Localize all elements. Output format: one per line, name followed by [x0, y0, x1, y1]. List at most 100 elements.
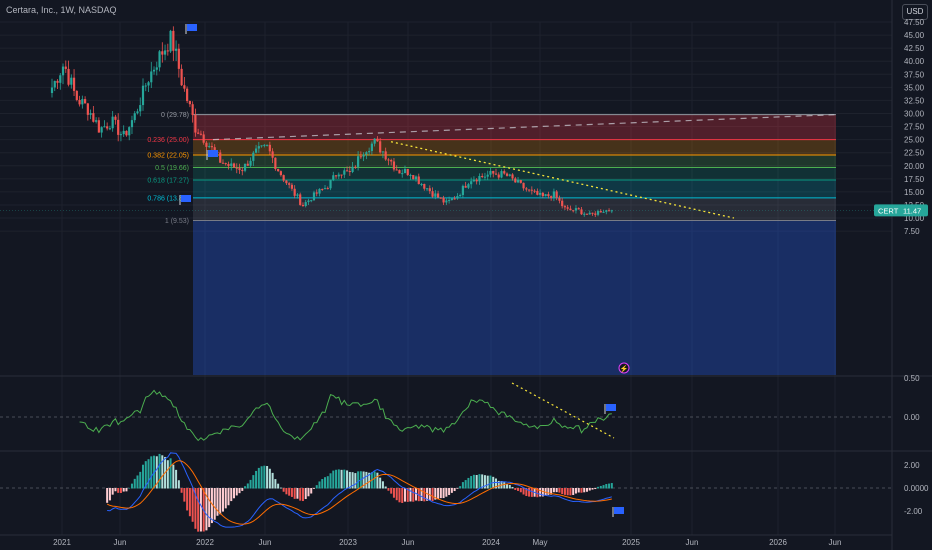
projection-dashed-line — [212, 114, 837, 141]
lightning-icon: ⚡ — [620, 364, 629, 373]
candle-body — [392, 161, 396, 170]
price-axis-tick: 35.00 — [904, 83, 925, 92]
macd-histogram-bar — [373, 471, 376, 489]
candle-body — [318, 188, 321, 194]
flag-marker — [614, 507, 624, 514]
candle-body — [312, 192, 316, 201]
macd-histogram-bar — [594, 488, 597, 490]
candle-body — [108, 128, 112, 130]
price-axis-tick: 47.50 — [904, 18, 925, 27]
macd-histogram-bar — [235, 488, 238, 496]
candle-body — [420, 183, 423, 185]
candle-body — [345, 170, 349, 172]
candle-body — [221, 162, 225, 164]
osc-trend-line — [511, 382, 615, 439]
macd-line — [107, 452, 612, 528]
macd-histogram-bar — [136, 475, 139, 489]
candle-body — [483, 176, 487, 178]
candle-body — [227, 163, 230, 166]
macd-histogram-bar — [472, 474, 475, 489]
candle-body — [494, 173, 498, 175]
candle-body — [257, 146, 260, 149]
macd-histogram-bar — [475, 475, 478, 489]
macd-histogram-bar — [395, 488, 398, 501]
macd-histogram-bar — [541, 488, 544, 497]
macd-histogram-bar — [266, 466, 269, 489]
macd-histogram-bar — [106, 488, 109, 503]
macd-histogram-bar — [150, 456, 153, 489]
candle-body — [78, 99, 81, 105]
candle-body — [133, 113, 136, 121]
time-axis-label: 2026 — [769, 538, 787, 547]
macd-histogram-bar — [467, 477, 470, 489]
macd-histogram-bar — [216, 488, 219, 516]
macd-histogram-bar — [448, 488, 451, 496]
downtrend-line — [390, 141, 735, 219]
candle-body — [558, 197, 561, 201]
macd-histogram-bar — [188, 488, 191, 517]
macd-histogram-bar — [415, 488, 418, 501]
candle-body — [161, 51, 164, 55]
macd-histogram-bar — [155, 456, 158, 489]
fib-band — [193, 180, 836, 198]
candle-body — [552, 191, 555, 198]
candle-body — [431, 191, 434, 197]
macd-histogram-bar — [610, 483, 613, 489]
candle-body — [379, 141, 382, 153]
candle-body — [241, 170, 244, 172]
macd-histogram-bar — [158, 453, 161, 489]
macd-histogram-bar — [348, 471, 351, 489]
candle-body — [169, 30, 172, 52]
macd-histogram-bar — [139, 471, 142, 489]
macd-histogram-bar — [470, 476, 473, 489]
candle-body — [97, 120, 100, 133]
macd-histogram-bar — [503, 482, 506, 489]
macd-histogram-bar — [249, 479, 252, 489]
macd-histogram-bar — [219, 488, 222, 515]
macd-histogram-bar — [409, 488, 412, 502]
macd-histogram-bar — [461, 482, 464, 489]
candle-body — [199, 133, 203, 135]
macd-histogram-bar — [346, 470, 349, 489]
candle-body — [197, 132, 200, 134]
fib-band — [193, 155, 836, 168]
price-axis-tick: 22.50 — [904, 149, 925, 158]
candle-body — [541, 192, 544, 197]
candle-body — [522, 182, 525, 189]
time-axis-label: Jun — [686, 538, 699, 547]
candle-body — [329, 179, 332, 189]
candle-body — [508, 174, 511, 176]
candle-body — [481, 176, 484, 178]
candle-body — [340, 174, 343, 176]
macd-histogram-bar — [569, 488, 572, 496]
macd-histogram-bar — [456, 488, 459, 489]
macd-histogram-bar — [517, 488, 520, 491]
candle-body — [599, 211, 602, 213]
macd-histogram-bar — [547, 488, 550, 495]
macd-histogram-bar — [119, 488, 122, 494]
candle-body — [166, 50, 169, 52]
candle-body — [75, 90, 78, 100]
macd-histogram-bar — [558, 488, 561, 493]
candle-body — [533, 190, 536, 192]
candle-body — [381, 151, 385, 153]
candle-body — [304, 202, 307, 207]
candle-body — [414, 176, 418, 180]
macd-histogram-bar — [519, 488, 522, 493]
macd-axis-tick: 0.0000 — [904, 484, 929, 493]
macd-histogram-bar — [180, 488, 183, 493]
candle-body — [580, 209, 583, 215]
macd-histogram-bar — [439, 488, 442, 499]
candle-body — [246, 163, 249, 166]
macd-histogram-bar — [318, 481, 321, 489]
macd-histogram-bar — [508, 484, 511, 489]
price-axis-tick: 20.00 — [904, 162, 925, 171]
macd-histogram-bar — [376, 472, 379, 489]
macd-histogram-bar — [194, 488, 197, 529]
macd-histogram-bar — [321, 479, 324, 489]
candle-body — [144, 85, 147, 87]
candle-body — [70, 77, 73, 85]
currency-button[interactable]: USD — [902, 4, 928, 20]
macd-histogram-bar — [241, 488, 244, 491]
